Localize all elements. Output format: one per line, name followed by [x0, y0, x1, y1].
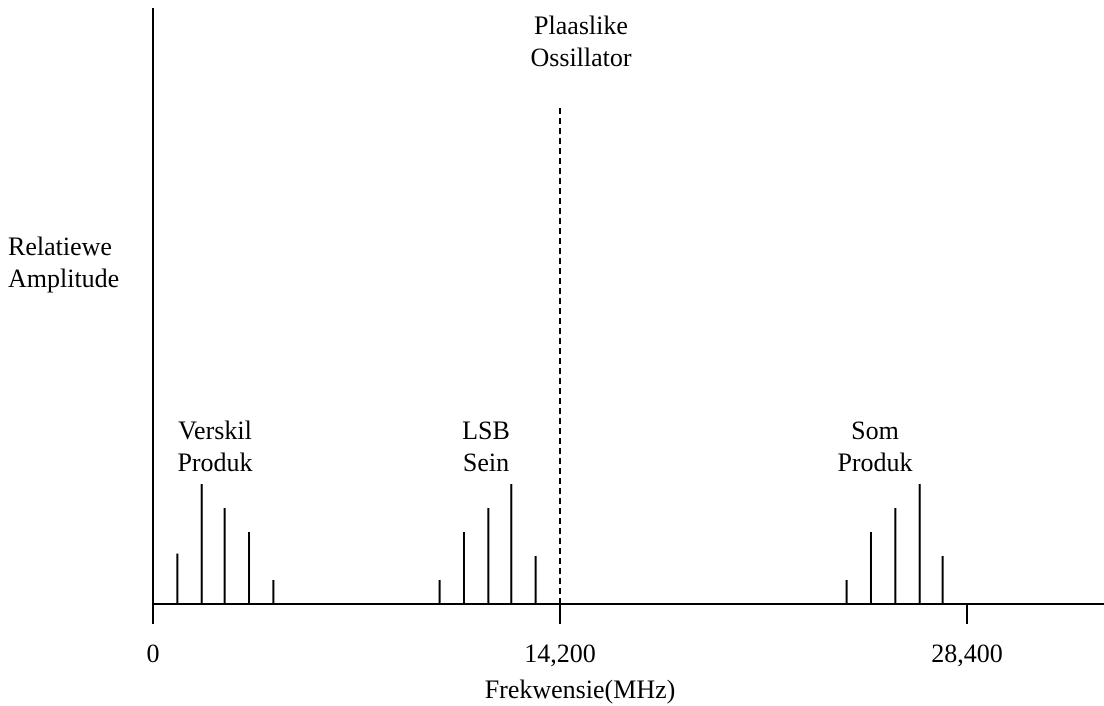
x-axis-label: Frekwensie(MHz): [484, 675, 676, 704]
lsb-signal-label-line-2: Sein: [462, 448, 510, 477]
difference-product-label: Verskil Produk: [177, 415, 252, 479]
local-oscillator-label-line-2: Ossillator: [530, 43, 632, 72]
sum-product-label: Som Produk: [837, 415, 912, 479]
local-oscillator-label-line-1: Plaaslike: [534, 11, 628, 40]
lsb-signal-label: LSB Sein: [462, 415, 510, 479]
y-axis-label: Relatiewe Amplitude: [8, 231, 119, 295]
spectral-lines: [176, 484, 944, 604]
local-oscillator-label: Plaaslike Ossillator: [530, 10, 631, 74]
sum-product-label-line-1: Som: [851, 416, 899, 445]
x-tick-label-1: 14,200: [524, 639, 596, 668]
lsb-signal-label-line-1: LSB: [462, 416, 510, 445]
difference-product-label-line-1: Verskil: [178, 416, 252, 445]
x-tick-label-2: 28,400: [931, 639, 1003, 668]
sum-product-label-line-2: Produk: [837, 448, 913, 477]
y-axis-label-line-1: Relatiewe: [8, 232, 112, 261]
x-axis-ticks: [152, 604, 968, 624]
difference-product-label-line-2: Produk: [177, 448, 253, 477]
y-axis-label-line-2: Amplitude: [8, 264, 120, 293]
x-tick-label-0: 0: [146, 639, 160, 668]
